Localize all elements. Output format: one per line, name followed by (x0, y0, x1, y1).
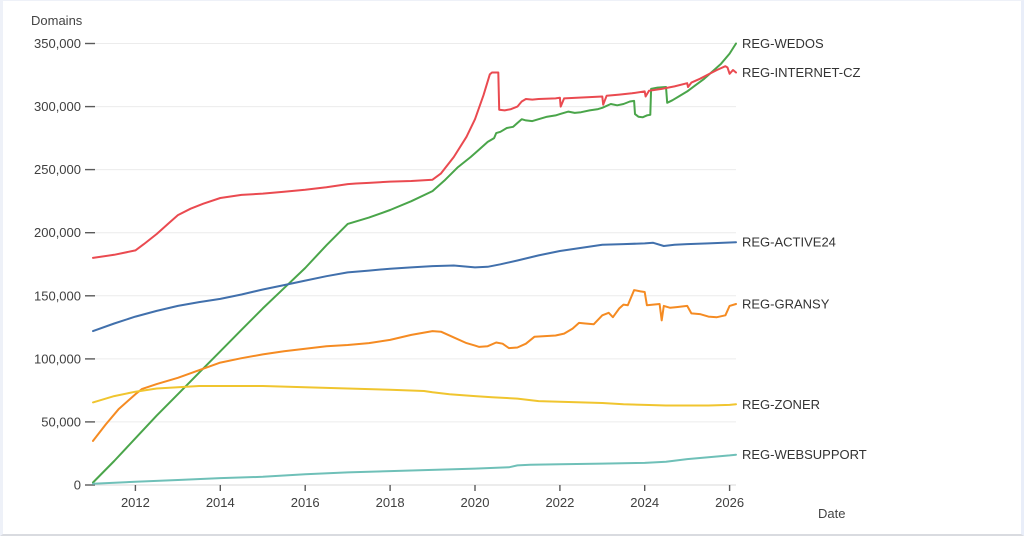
x-tick-label: 2018 (376, 495, 405, 510)
series-line-REG-GRANSY[interactable] (92, 289, 737, 442)
x-tick-label: 2022 (545, 495, 574, 510)
series-line-REG-WEDOS[interactable] (92, 42, 737, 484)
series-end-label-REG-GRANSY: REG-GRANSY (742, 297, 830, 312)
x-tick-label: 2016 (291, 495, 320, 510)
y-tick-label: 150,000 (34, 288, 81, 303)
chart-canvas: 0 50,000 100,000 150,000 200,000 250,000 300,0… (34, 36, 867, 510)
y-tick-label: 50,000 (41, 414, 81, 429)
x-tick-label: 2020 (461, 495, 490, 510)
y-axis-title: Domains (31, 13, 83, 28)
y-tick-label: 0 (74, 478, 81, 493)
x-tick-label: 2026 (715, 495, 744, 510)
x-tick-label: 2014 (206, 495, 235, 510)
x-tick-label: 2012 (121, 495, 150, 510)
series-line-REG-ACTIVE24[interactable] (92, 241, 737, 333)
y-tick-label: 350,000 (34, 36, 81, 51)
series-end-label-REG-WEBSUPPORT: REG-WEBSUPPORT (742, 447, 867, 462)
series-end-label-REG-INTERNET-CZ: REG-INTERNET-CZ (742, 65, 861, 80)
y-tick-label: 300,000 (34, 99, 81, 114)
series-line-REG-WEBSUPPORT[interactable] (92, 453, 737, 485)
series-line-REG-ZONER[interactable] (92, 385, 737, 407)
y-tick-label: 100,000 (34, 351, 81, 366)
series-end-label-REG-WEDOS: REG-WEDOS (742, 36, 824, 51)
series-end-label-REG-ZONER: REG-ZONER (742, 397, 820, 412)
series-end-label-REG-ACTIVE24: REG-ACTIVE24 (742, 235, 836, 250)
series-line-REG-INTERNET-CZ[interactable] (92, 65, 737, 259)
x-axis-title: Date (818, 506, 846, 521)
y-tick-label: 200,000 (34, 225, 81, 240)
x-tick-label: 2024 (630, 495, 659, 510)
y-tick-label: 250,000 (34, 162, 81, 177)
